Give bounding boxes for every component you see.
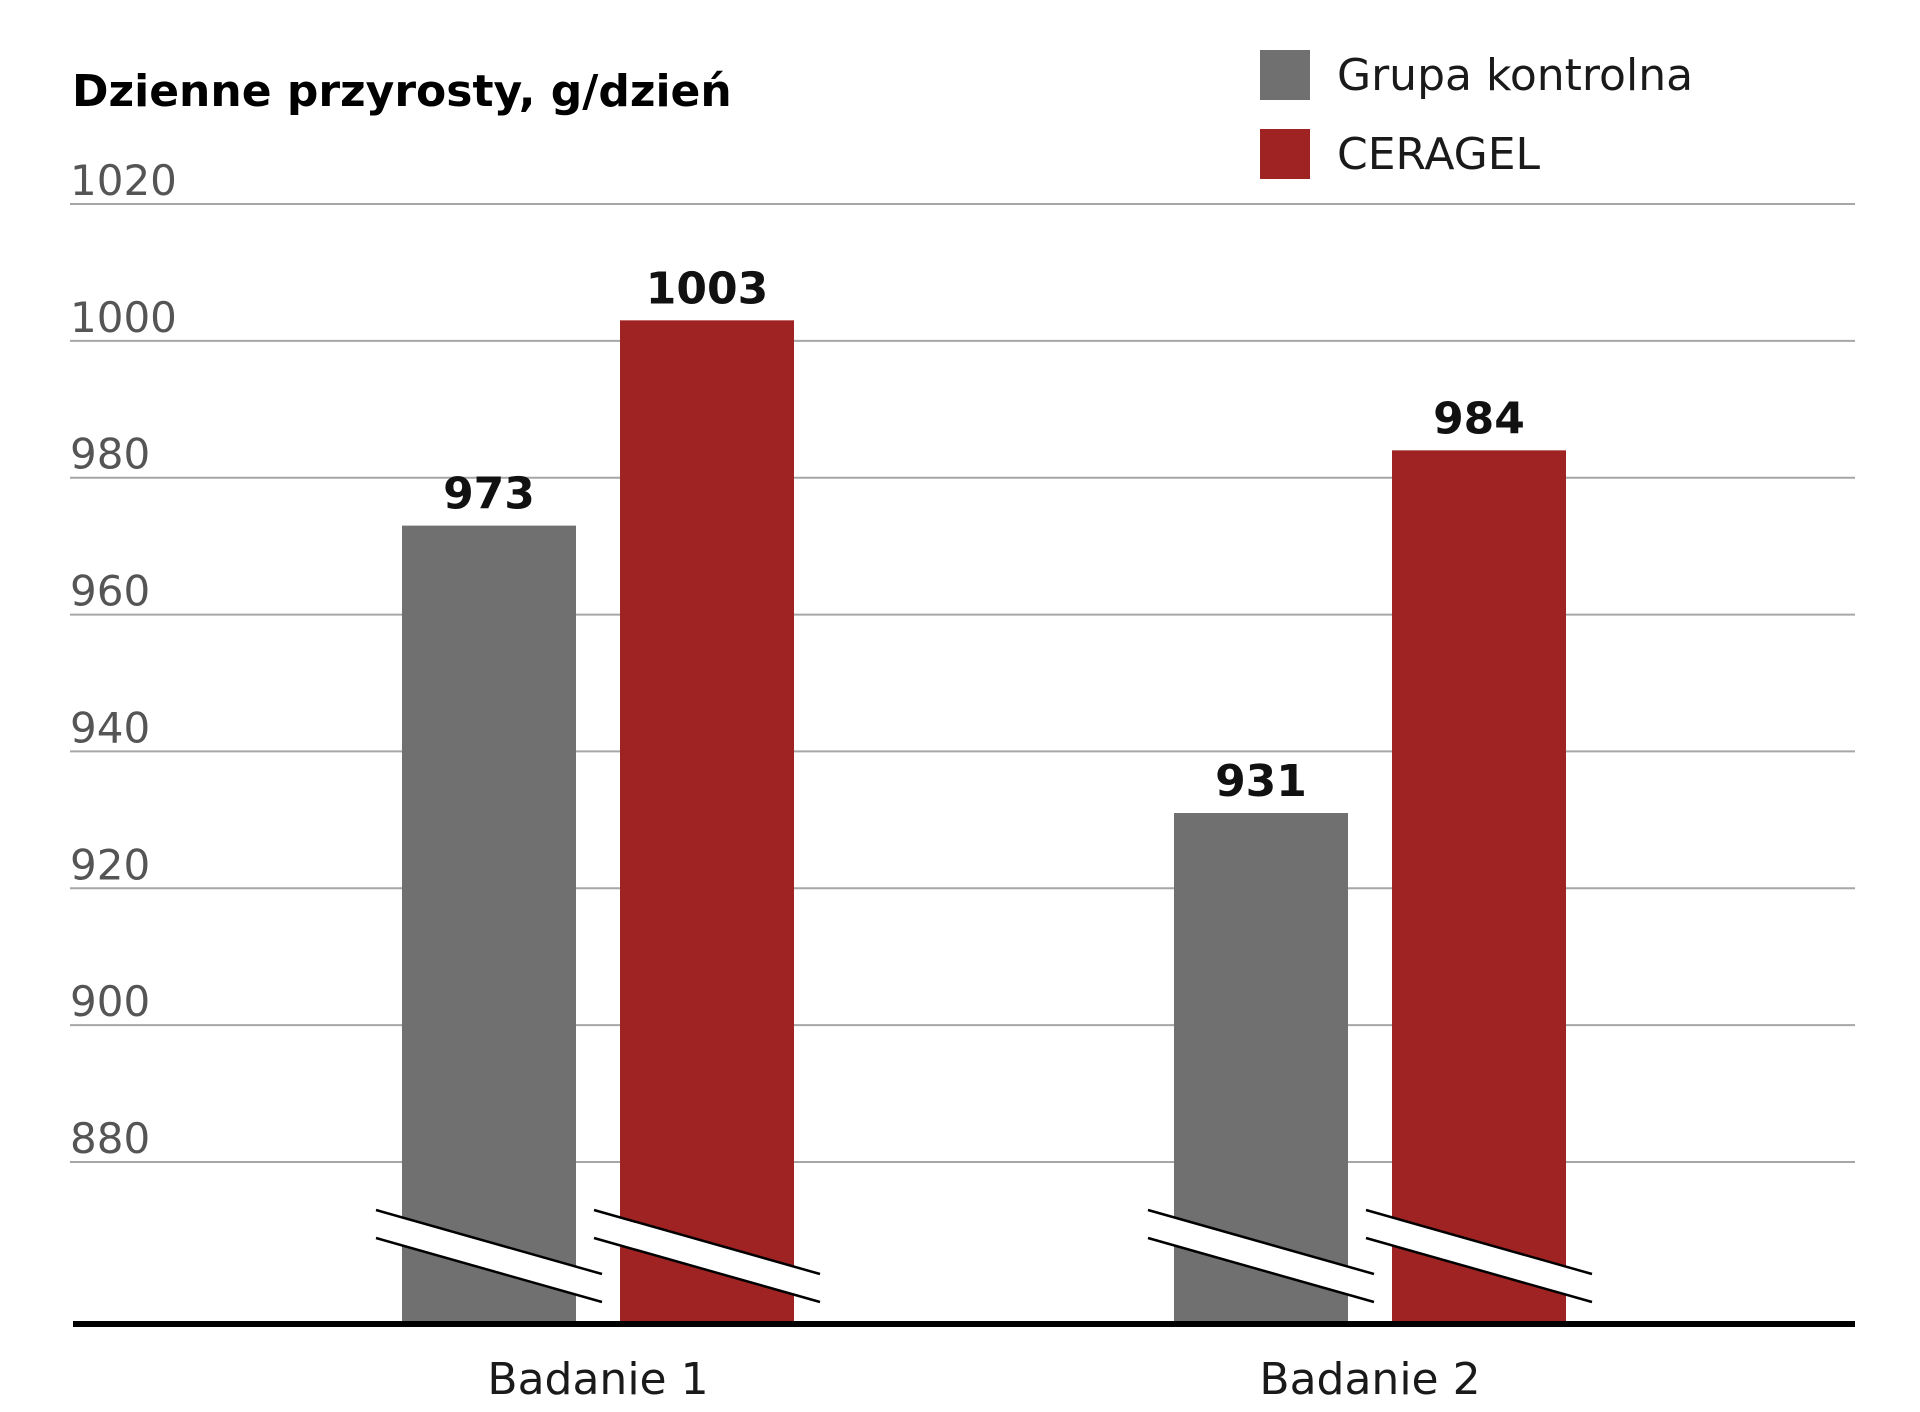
axis-break-line	[1147, 1236, 1375, 1304]
x-category-label: Badanie 1	[487, 1354, 708, 1405]
axis-break-band	[1366, 1210, 1592, 1302]
y-tick-label: 880	[70, 1114, 150, 1163]
axis-break-line	[1365, 1208, 1593, 1276]
legend-swatch	[1260, 129, 1310, 179]
y-tick-label: 960	[70, 567, 150, 616]
y-tick-label: 980	[70, 430, 150, 479]
data-label: 1003	[646, 263, 768, 314]
bar	[1392, 450, 1566, 1324]
axis-break-line	[593, 1236, 821, 1304]
axis-break-band	[1148, 1210, 1374, 1302]
data-label: 973	[443, 469, 535, 520]
chart-title: Dzienne przyrosty, g/dzień	[72, 66, 732, 117]
y-tick-label: 940	[70, 703, 150, 752]
bars: 973 1003 931 984	[402, 263, 1566, 1324]
gridlines	[70, 203, 1855, 1163]
axis-break-line	[593, 1208, 821, 1276]
legend: Grupa kontrolna CERAGEL	[1260, 50, 1693, 180]
x-category-label: Badanie 2	[1259, 1354, 1480, 1405]
data-label: 931	[1215, 756, 1307, 807]
axis-break-line	[1365, 1236, 1593, 1304]
bar	[620, 320, 794, 1324]
axis-break-band	[594, 1210, 820, 1302]
legend-label: Grupa kontrolna	[1337, 50, 1693, 101]
category-labels: Badanie 1 Badanie 2	[487, 1354, 1480, 1405]
y-tick-label: 1000	[70, 293, 177, 342]
y-tick-labels: 880 900 920 940 960 980 1000 1020	[70, 156, 177, 1163]
axis-break-marks	[375, 1208, 1593, 1304]
data-label: 984	[1433, 393, 1525, 444]
y-tick-label: 1020	[70, 156, 177, 205]
bar	[402, 525, 576, 1324]
axis-break-line	[375, 1208, 603, 1276]
axis-break-band	[376, 1210, 602, 1302]
legend-label: CERAGEL	[1337, 129, 1541, 180]
legend-swatch	[1260, 50, 1310, 100]
axis-break-line	[1147, 1208, 1375, 1276]
axis-break-line	[375, 1236, 603, 1304]
y-tick-label: 900	[70, 977, 150, 1026]
y-tick-label: 920	[70, 840, 150, 889]
